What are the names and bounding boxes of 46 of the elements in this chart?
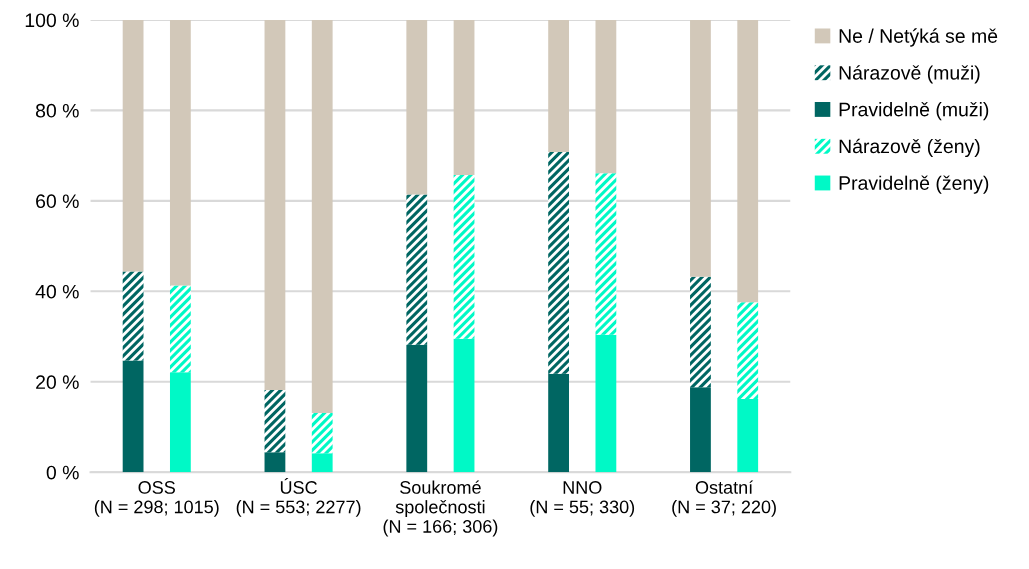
bar — [548, 19, 570, 152]
bar — [453, 19, 475, 176]
bar — [548, 152, 570, 374]
bar — [737, 398, 759, 473]
bar — [169, 19, 191, 286]
bar — [122, 360, 144, 473]
y-tick-label: 20 % — [36, 375, 79, 390]
legend-label: Pravidelně (ženy) — [839, 175, 989, 194]
legend-label: Pravidelně (muži) — [839, 102, 989, 121]
y-tick-label: 0 % — [46, 465, 79, 480]
bar — [595, 173, 617, 335]
bar — [264, 389, 286, 453]
bar — [264, 452, 286, 473]
y-tick-label: 40 % — [35, 284, 79, 299]
bar — [595, 334, 617, 473]
y-tick-label: 100 % — [25, 13, 79, 28]
x-tick-label: NNO (N = 55; 330) — [530, 481, 635, 517]
bar — [122, 271, 144, 361]
x-tick-label: Ostatní (N = 37; 220) — [672, 480, 776, 517]
bar — [690, 276, 711, 388]
bar — [122, 19, 144, 272]
bar — [595, 19, 617, 174]
bar — [548, 373, 570, 473]
bar — [690, 19, 711, 277]
x-tick-label: OSS (N = 298; 1015) — [94, 481, 219, 517]
legend-label: Nárazově (ženy) — [839, 138, 980, 158]
y-tick-label: 60 % — [36, 194, 79, 209]
x-tick-label: Soukromé společnosti (N = 166; 306) — [383, 480, 498, 537]
bar — [311, 453, 333, 473]
bar — [169, 372, 191, 473]
bar — [690, 387, 711, 473]
bar — [737, 302, 759, 399]
bar — [264, 19, 286, 390]
bar — [737, 19, 759, 303]
legend-label: Nárazově (muži) — [839, 65, 980, 84]
y-tick-label: 80 % — [35, 103, 79, 118]
bar — [311, 413, 333, 454]
bar — [453, 175, 475, 339]
bar — [169, 285, 191, 373]
x-tick-label: ÚSC (N = 553; 2277) — [236, 478, 361, 517]
bar — [406, 344, 428, 473]
bar — [406, 194, 428, 345]
legend-label: Ne / Netýká se mě — [839, 28, 998, 47]
bar — [406, 19, 428, 195]
bar — [311, 19, 333, 414]
bar — [453, 338, 475, 473]
